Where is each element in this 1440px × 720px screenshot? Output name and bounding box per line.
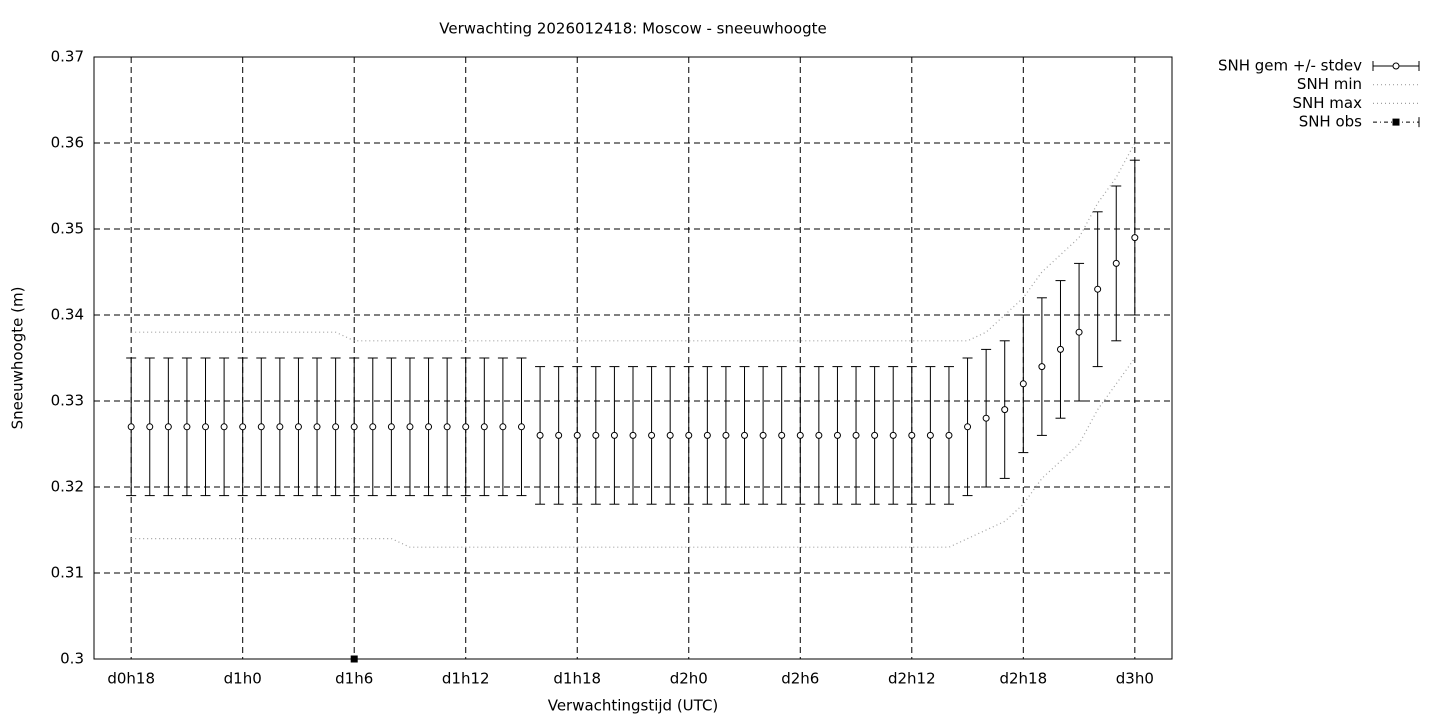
mean-point xyxy=(1001,406,1009,414)
mean-point xyxy=(629,431,637,439)
legend-sample xyxy=(1392,62,1400,70)
mean-point xyxy=(796,431,804,439)
mean-point xyxy=(164,423,172,431)
x-tick-label: d1h12 xyxy=(442,670,490,688)
legend-label: SNH obs xyxy=(1299,113,1362,131)
x-tick-label: d2h0 xyxy=(670,670,708,688)
mean-point xyxy=(871,431,879,439)
series-line xyxy=(131,142,1136,342)
mean-point xyxy=(852,431,860,439)
mean-point xyxy=(350,423,358,431)
y-tick-label: 0.31 xyxy=(51,564,84,582)
series-line xyxy=(131,357,1136,548)
mean-point xyxy=(406,423,414,431)
mean-point xyxy=(666,431,674,439)
x-tick-label: d1h6 xyxy=(335,670,373,688)
mean-point xyxy=(685,431,693,439)
mean-point xyxy=(127,423,135,431)
mean-point xyxy=(146,423,154,431)
y-tick-label: 0.36 xyxy=(51,134,84,152)
mean-point xyxy=(387,423,395,431)
mean-point xyxy=(1056,345,1064,353)
legend-label: SNH max xyxy=(1293,94,1363,112)
x-tick-label: d2h18 xyxy=(999,670,1047,688)
mean-point xyxy=(573,431,581,439)
mean-point xyxy=(889,431,897,439)
mean-point xyxy=(833,431,841,439)
mean-point xyxy=(425,423,433,431)
mean-point xyxy=(294,423,302,431)
plot-frame xyxy=(93,56,1173,660)
mean-point xyxy=(759,431,767,439)
chart-title: Verwachting 2026012418: Moscow - sneeuwh… xyxy=(439,20,826,38)
x-tick-label: d2h12 xyxy=(888,670,936,688)
mean-point xyxy=(1131,234,1139,242)
mean-point xyxy=(499,423,507,431)
mean-point xyxy=(648,431,656,439)
mean-point xyxy=(741,431,749,439)
mean-point xyxy=(220,423,228,431)
mean-point xyxy=(239,423,247,431)
mean-point xyxy=(703,431,711,439)
mean-point xyxy=(1038,363,1046,371)
x-tick-label: d1h0 xyxy=(224,670,262,688)
x-tick-label: d2h6 xyxy=(781,670,819,688)
mean-point xyxy=(1019,380,1027,388)
mean-point xyxy=(964,423,972,431)
mean-point xyxy=(462,423,470,431)
mean-point xyxy=(592,431,600,439)
mean-point xyxy=(276,423,284,431)
mean-point xyxy=(1094,285,1102,293)
y-tick-label: 0.35 xyxy=(51,220,84,238)
mean-point xyxy=(815,431,823,439)
mean-point xyxy=(610,431,618,439)
mean-point xyxy=(257,423,265,431)
mean-point xyxy=(313,423,321,431)
y-axis-label: Sneeuwhoogte (m) xyxy=(9,287,27,430)
x-tick-label: d0h18 xyxy=(107,670,155,688)
x-tick-label: d3h0 xyxy=(1116,670,1154,688)
y-tick-label: 0.32 xyxy=(51,478,84,496)
legend-sample xyxy=(1392,118,1400,126)
mean-point xyxy=(926,431,934,439)
mean-point xyxy=(945,431,953,439)
obs-point xyxy=(350,655,358,663)
mean-point xyxy=(369,423,377,431)
mean-point xyxy=(183,423,191,431)
y-tick-label: 0.34 xyxy=(51,306,84,324)
mean-point xyxy=(536,431,544,439)
mean-point xyxy=(1112,259,1120,267)
mean-point xyxy=(778,431,786,439)
y-tick-label: 0.37 xyxy=(51,48,84,66)
mean-point xyxy=(443,423,451,431)
mean-point xyxy=(480,423,488,431)
mean-point xyxy=(722,431,730,439)
mean-point xyxy=(982,414,990,422)
x-tick-label: d1h18 xyxy=(553,670,601,688)
mean-point xyxy=(1075,328,1083,336)
mean-point xyxy=(202,423,210,431)
y-tick-label: 0.33 xyxy=(51,392,84,410)
mean-point xyxy=(332,423,340,431)
legend-label: SNH min xyxy=(1297,75,1362,93)
mean-point xyxy=(517,423,525,431)
x-axis-label: Verwachtingstijd (UTC) xyxy=(548,697,719,715)
mean-point xyxy=(908,431,916,439)
legend-label: SNH gem +/- stdev xyxy=(1218,57,1362,75)
mean-point xyxy=(555,431,563,439)
y-tick-label: 0.3 xyxy=(60,650,84,668)
